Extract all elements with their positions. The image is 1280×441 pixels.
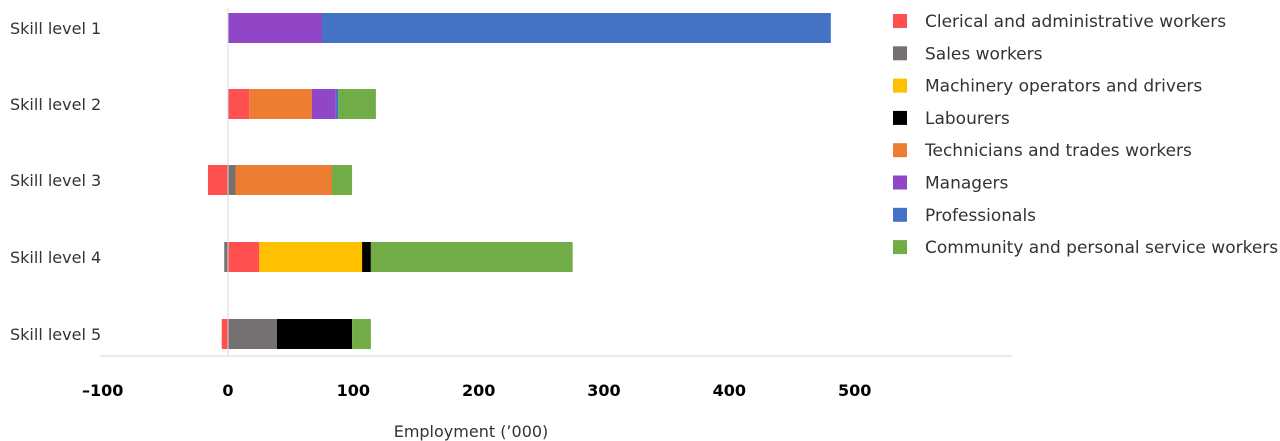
- x-tick-label: 400: [713, 381, 746, 400]
- x-tick-label: 0: [222, 381, 233, 400]
- bar-segment: [321, 13, 831, 43]
- x-tick-label: 500: [838, 381, 871, 400]
- bar-segment: [259, 242, 363, 272]
- bar-segment: [362, 242, 371, 272]
- legend-swatch: [893, 207, 907, 222]
- category-label: Skill level 5: [10, 325, 101, 344]
- x-tick-label: –100: [82, 381, 123, 400]
- legend-label: Community and personal service workers: [925, 238, 1278, 258]
- bar-segment: [335, 89, 339, 119]
- x-tick-label: 300: [587, 381, 620, 400]
- legend-swatch: [893, 14, 907, 28]
- bar-segment: [228, 165, 236, 195]
- category-label: Skill level 4: [10, 248, 101, 267]
- category-label: Skill level 3: [10, 171, 101, 190]
- legend-label: Labourers: [925, 109, 1010, 129]
- legend-label: Professionals: [925, 206, 1036, 226]
- bar-segment: [235, 165, 333, 195]
- legend-label: Managers: [925, 174, 1009, 194]
- legend-label: Technicians and trades workers: [924, 141, 1192, 161]
- bar-segment: [228, 319, 277, 349]
- bar-segment: [228, 242, 260, 272]
- legend-label: Clerical and administrative workers: [925, 12, 1226, 32]
- bar-segment: [221, 319, 228, 349]
- legend-label: Machinery operators and drivers: [925, 77, 1202, 97]
- bar-segment: [338, 89, 376, 119]
- x-axis-title: Employment (’000): [394, 422, 549, 441]
- category-labels: Skill level 1 Skill level 2 Skill level 3 S…: [10, 19, 101, 344]
- legend-swatch: [893, 110, 907, 125]
- category-label: Skill level 2: [10, 95, 101, 114]
- bar-segment: [370, 242, 573, 272]
- x-tick-label: 100: [337, 381, 370, 400]
- bar-segment: [228, 13, 322, 43]
- legend: Clerical and administrative workers Sales…: [893, 12, 1278, 258]
- bar-segment: [207, 165, 228, 195]
- bar-segment: [228, 89, 250, 119]
- bar-segment: [352, 319, 371, 349]
- bars-layer: [207, 13, 831, 349]
- x-tick-labels: –100 0 100 200 300 400 500: [82, 381, 871, 400]
- category-label: Skill level 1: [10, 19, 101, 38]
- bar-segment: [224, 242, 228, 272]
- legend-swatch: [893, 46, 907, 61]
- legend-label: Sales workers: [925, 44, 1043, 64]
- bar-segment: [249, 89, 312, 119]
- legend-swatch: [893, 240, 907, 255]
- legend-swatch: [893, 175, 907, 190]
- x-tick-label: 200: [462, 381, 495, 400]
- legend-swatch: [893, 143, 907, 158]
- legend-swatch: [893, 78, 907, 93]
- bar-segment: [311, 89, 336, 119]
- bar-segment: [332, 165, 353, 195]
- bar-segment: [276, 319, 353, 349]
